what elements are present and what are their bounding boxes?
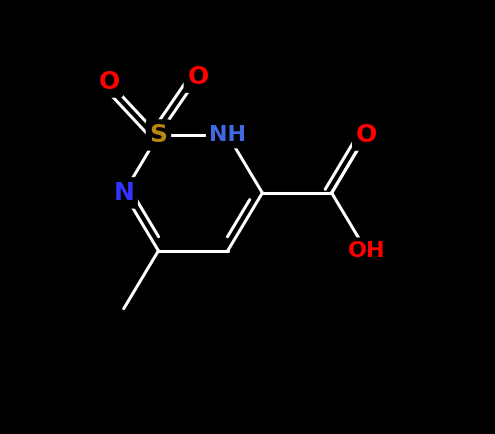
Text: O: O bbox=[356, 123, 377, 147]
Text: OH: OH bbox=[347, 241, 385, 261]
Text: N: N bbox=[113, 181, 134, 205]
Text: O: O bbox=[188, 65, 208, 89]
Text: S: S bbox=[149, 123, 167, 147]
Text: NH: NH bbox=[209, 125, 246, 145]
Text: O: O bbox=[99, 70, 119, 94]
